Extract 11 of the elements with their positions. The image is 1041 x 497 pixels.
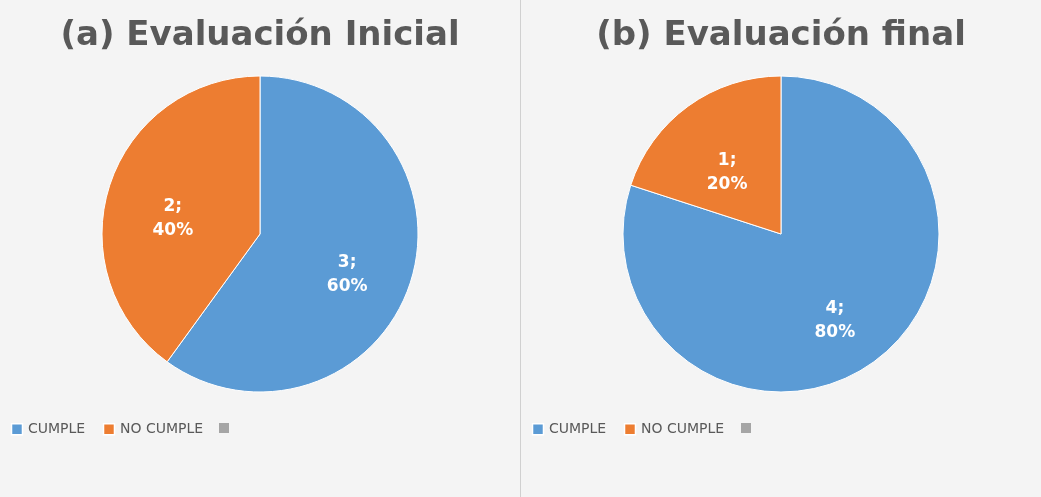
legend-label: CUMPLE (549, 420, 607, 437)
data-label: 3; 60% (326, 251, 368, 296)
data-label: 4; 80% (814, 297, 856, 342)
legend-label: NO CUMPLE (641, 420, 725, 437)
pie-slice (622, 75, 940, 393)
legend-label: CUMPLE (28, 420, 86, 437)
data-label: 2; 40% (152, 194, 194, 239)
chart-title: (b) Evaluación final (596, 13, 966, 53)
chart-title: (a) Evaluación Inicial (60, 13, 460, 53)
legend-label: NO CUMPLE (120, 420, 204, 437)
data-label: 1; 20% (706, 148, 748, 193)
